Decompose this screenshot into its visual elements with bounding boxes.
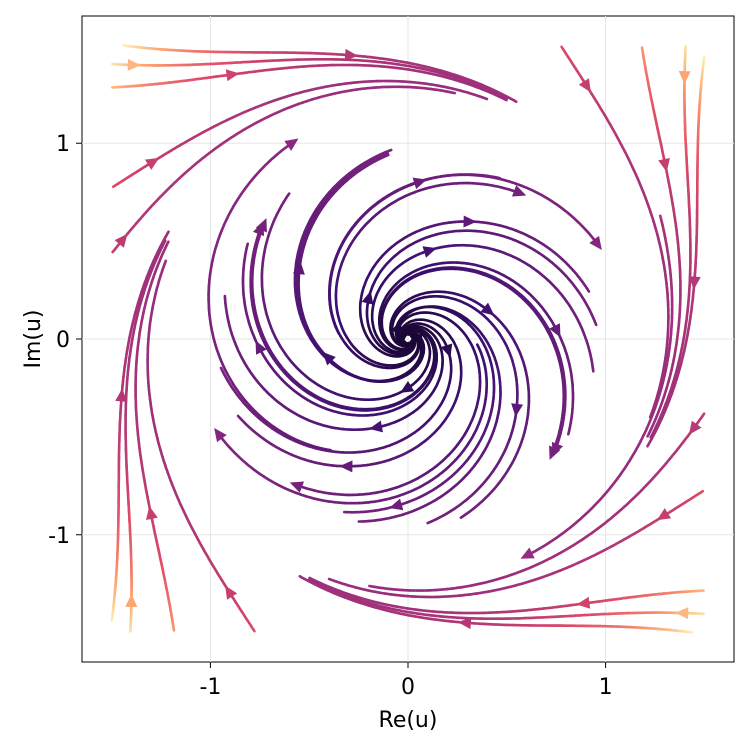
streamline-arrow	[463, 215, 477, 228]
streamline-arrow	[658, 158, 670, 172]
streamline-arrow	[214, 428, 227, 443]
streamline-arrow	[369, 420, 384, 433]
streamline-segment	[245, 242, 249, 248]
streamline-arrow	[361, 290, 374, 305]
streamline-segment	[593, 321, 598, 327]
streamline-arrow	[480, 302, 495, 316]
streamline-arrow	[284, 138, 299, 151]
streamline-segment	[236, 414, 241, 419]
streamline-segment	[387, 148, 393, 153]
streamline-segment	[286, 192, 291, 197]
streamline-segment	[384, 152, 390, 156]
streamline-arrow	[589, 235, 602, 250]
streamline-segment	[566, 430, 571, 436]
streamlines	[110, 44, 706, 634]
streamline-arrow	[511, 185, 527, 197]
streamline-arrow	[549, 323, 561, 338]
streamline-arrow	[440, 343, 453, 358]
streamline-arrow	[252, 221, 265, 237]
streamline-segment	[426, 520, 432, 525]
streamline-arrow	[292, 261, 305, 275]
streamline-segment	[166, 240, 170, 246]
streamline-segment	[384, 153, 390, 158]
streamline-arrow	[339, 460, 353, 473]
grid	[82, 16, 734, 662]
streamline-segment	[219, 366, 224, 372]
streamline-segment	[459, 515, 465, 520]
streamline-arrow	[511, 403, 524, 417]
streamline-segment	[646, 432, 651, 438]
streamline-arrow	[520, 547, 535, 559]
streamline-arrow	[146, 506, 158, 520]
streamline-arrow	[400, 380, 415, 393]
streamline-arrow	[389, 498, 404, 511]
streamline-arrow	[255, 340, 267, 355]
streamline-segment	[586, 288, 591, 293]
streamline-arrow	[289, 481, 305, 493]
streamline-arrow	[422, 246, 437, 258]
streamline-arrow	[551, 441, 564, 457]
